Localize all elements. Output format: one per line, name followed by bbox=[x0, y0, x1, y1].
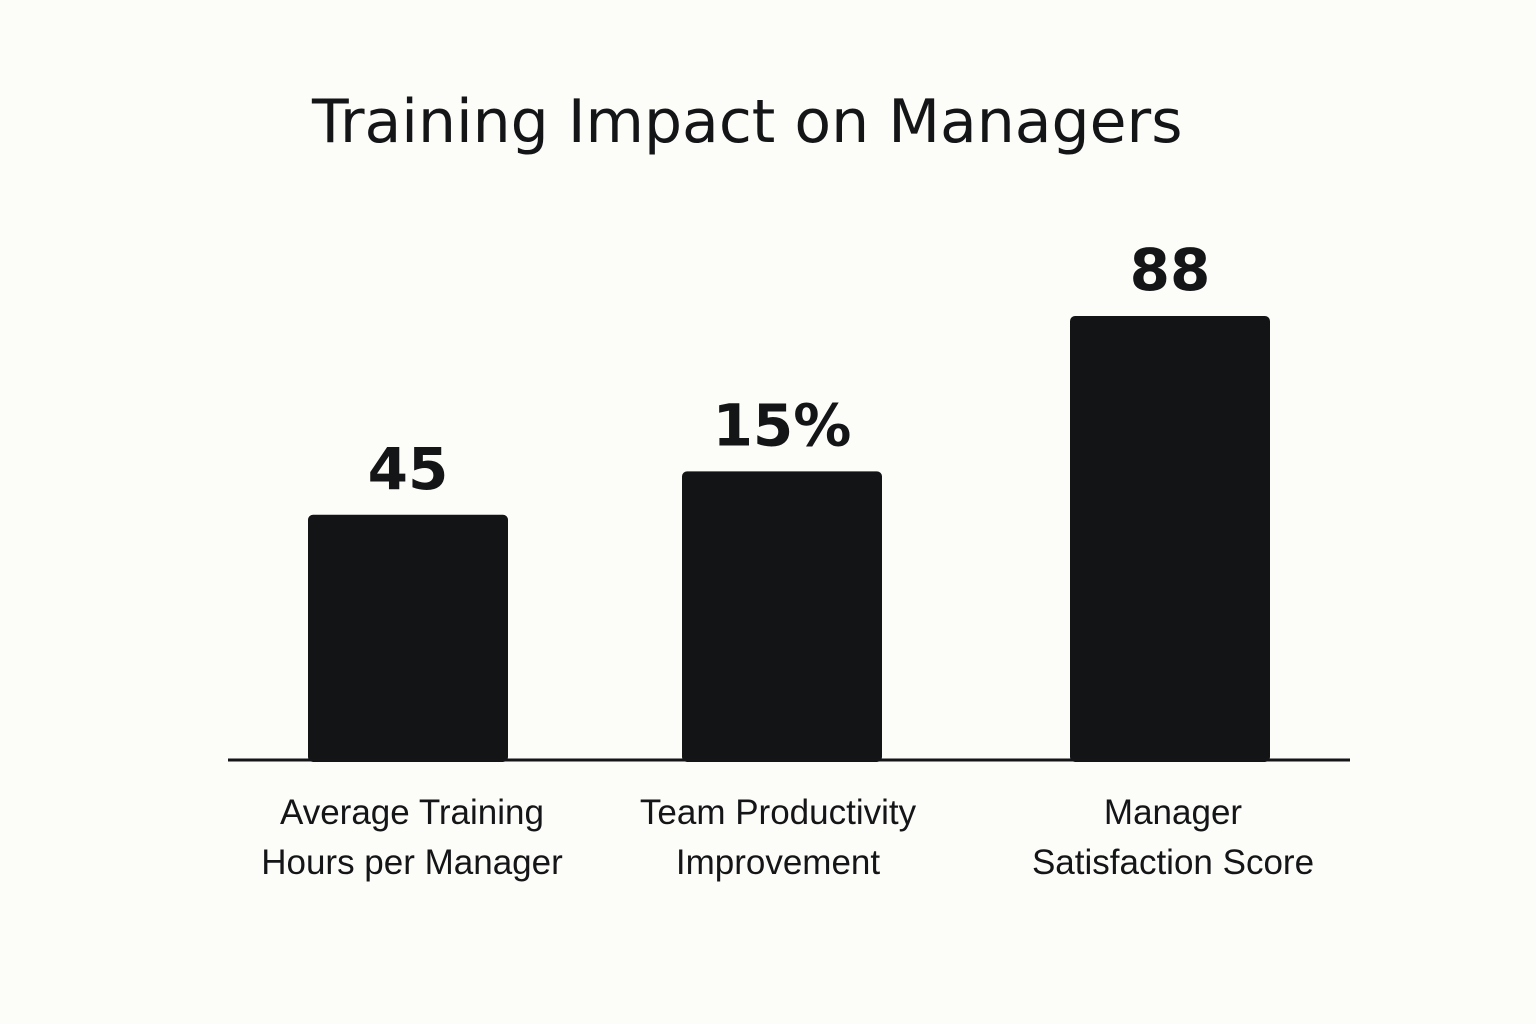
category-label-line: Team Productivity bbox=[640, 793, 917, 832]
value-labels: 45 15% 88 bbox=[368, 236, 1211, 503]
category-label-line: Hours per Manager bbox=[261, 843, 563, 882]
bar-2 bbox=[682, 471, 882, 762]
category-label-line: Average Training bbox=[280, 793, 544, 832]
value-label-2: 15% bbox=[713, 391, 852, 459]
chart-title: Training Impact on Managers bbox=[311, 87, 1182, 157]
category-label-line: Manager bbox=[1104, 793, 1242, 832]
bars bbox=[308, 316, 1270, 762]
category-label-1: Average Training Hours per Manager bbox=[261, 793, 563, 882]
category-labels: Average Training Hours per Manager Team Pr… bbox=[261, 793, 1314, 882]
category-label-2: Team Productivity Improvement bbox=[640, 793, 917, 882]
bar-1 bbox=[308, 514, 508, 762]
value-label-3: 88 bbox=[1130, 236, 1211, 304]
category-label-3: Manager Satisfaction Score bbox=[1032, 793, 1314, 882]
category-label-line: Satisfaction Score bbox=[1032, 843, 1314, 882]
value-label-1: 45 bbox=[368, 435, 449, 503]
category-label-line: Improvement bbox=[676, 843, 881, 882]
bar-3 bbox=[1070, 316, 1270, 762]
